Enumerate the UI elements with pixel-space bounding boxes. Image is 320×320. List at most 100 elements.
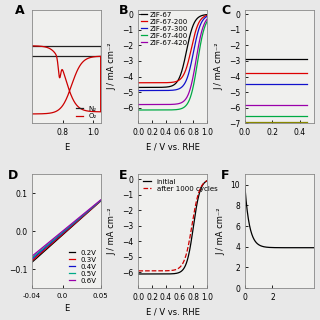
0.6V	[71, 221, 75, 225]
Text: B: B	[119, 4, 129, 17]
after 1000 cycles	[137, 269, 140, 273]
ZIF-67-400	[154, 108, 158, 112]
ZIF-67-300	[168, 88, 172, 92]
ZIF-67	[137, 85, 140, 89]
ZIF-67	[168, 85, 172, 89]
0.3V	[93, 204, 97, 208]
X-axis label: E / V vs. RHE: E / V vs. RHE	[146, 308, 200, 316]
ZIF-67	[177, 77, 181, 81]
initial	[182, 266, 186, 270]
ZIF-67-200	[182, 71, 186, 75]
ZIF-67	[182, 59, 186, 63]
Line: ZIF-67-300: ZIF-67-300	[139, 16, 207, 91]
0.2V	[66, 229, 69, 233]
ZIF-67-400	[182, 105, 186, 109]
0.3V	[30, 259, 34, 263]
0.5V	[93, 203, 97, 207]
ZIF-67-300	[154, 89, 158, 92]
ZIF-67-200	[154, 81, 158, 85]
Line: ZIF-67-200: ZIF-67-200	[139, 15, 207, 83]
ZIF-67-400	[205, 20, 209, 23]
after 1000 cycles	[149, 269, 153, 273]
Line: 0.5V: 0.5V	[32, 201, 101, 258]
ZIF-67-400	[188, 96, 192, 100]
0.5V	[66, 226, 69, 230]
initial	[205, 179, 209, 183]
Line: initial: initial	[139, 181, 207, 274]
after 1000 cycles	[188, 234, 192, 238]
0.6V	[93, 203, 97, 206]
Text: E: E	[119, 169, 128, 182]
Line: ZIF-67-420: ZIF-67-420	[139, 19, 207, 105]
initial	[168, 272, 172, 276]
Text: C: C	[221, 4, 230, 17]
Line: 0.6V: 0.6V	[32, 200, 101, 256]
initial	[149, 272, 153, 276]
0.6V	[66, 225, 69, 229]
initial	[177, 271, 181, 275]
ZIF-67-420	[177, 102, 181, 106]
0.2V	[46, 246, 50, 250]
ZIF-67-300	[188, 66, 192, 69]
0.4V	[95, 202, 99, 205]
ZIF-67-420	[188, 87, 192, 91]
0.2V	[43, 249, 47, 252]
Text: D: D	[8, 169, 18, 182]
0.5V	[43, 245, 47, 249]
X-axis label: E: E	[64, 304, 69, 313]
X-axis label: E / V vs. RHE: E / V vs. RHE	[146, 143, 200, 152]
0.3V	[43, 247, 47, 251]
ZIF-67-420	[149, 103, 153, 107]
Line: 0.3V: 0.3V	[32, 201, 101, 261]
after 1000 cycles	[182, 258, 186, 262]
Line: after 1000 cycles: after 1000 cycles	[139, 181, 207, 271]
0.6V	[43, 244, 47, 247]
0.6V	[46, 241, 50, 245]
ZIF-67-420	[154, 103, 158, 107]
ZIF-67	[188, 33, 192, 36]
0.3V	[99, 199, 103, 203]
0.5V	[71, 222, 75, 226]
0.6V	[99, 198, 103, 202]
ZIF-67-300	[205, 14, 209, 18]
0.2V	[99, 199, 103, 203]
0.2V	[71, 224, 75, 228]
Legend: 0.2V, 0.3V, 0.4V, 0.5V, 0.6V: 0.2V, 0.3V, 0.4V, 0.5V, 0.6V	[69, 249, 97, 284]
Line: 0.4V: 0.4V	[32, 201, 101, 259]
ZIF-67-200	[137, 81, 140, 85]
0.5V	[99, 199, 103, 203]
ZIF-67	[205, 13, 209, 17]
ZIF-67-200	[168, 81, 172, 84]
ZIF-67-420	[205, 17, 209, 21]
ZIF-67	[154, 85, 158, 89]
initial	[154, 272, 158, 276]
0.4V	[93, 203, 97, 207]
ZIF-67-400	[177, 107, 181, 111]
0.5V	[95, 202, 99, 205]
ZIF-67-300	[182, 82, 186, 86]
ZIF-67-400	[149, 108, 153, 112]
0.5V	[46, 243, 50, 246]
Y-axis label: J / mA cm⁻²: J / mA cm⁻²	[108, 207, 117, 255]
Y-axis label: J / mA cm⁻²: J / mA cm⁻²	[108, 43, 117, 90]
0.6V	[30, 254, 34, 258]
initial	[188, 245, 192, 249]
Line: ZIF-67: ZIF-67	[139, 15, 207, 87]
ZIF-67-400	[168, 108, 172, 112]
0.4V	[71, 222, 75, 226]
after 1000 cycles	[177, 266, 181, 270]
ZIF-67-300	[149, 89, 153, 92]
0.4V	[46, 244, 50, 247]
ZIF-67-420	[168, 102, 172, 106]
ZIF-67	[149, 85, 153, 89]
ZIF-67-420	[182, 99, 186, 103]
0.3V	[66, 228, 69, 232]
after 1000 cycles	[154, 269, 158, 273]
0.3V	[46, 245, 50, 249]
Y-axis label: J / mA cm⁻²: J / mA cm⁻²	[216, 207, 225, 255]
X-axis label: E: E	[64, 143, 69, 152]
ZIF-67-200	[149, 81, 153, 85]
ZIF-67-400	[137, 108, 140, 112]
0.5V	[30, 256, 34, 260]
ZIF-67-200	[177, 78, 181, 82]
